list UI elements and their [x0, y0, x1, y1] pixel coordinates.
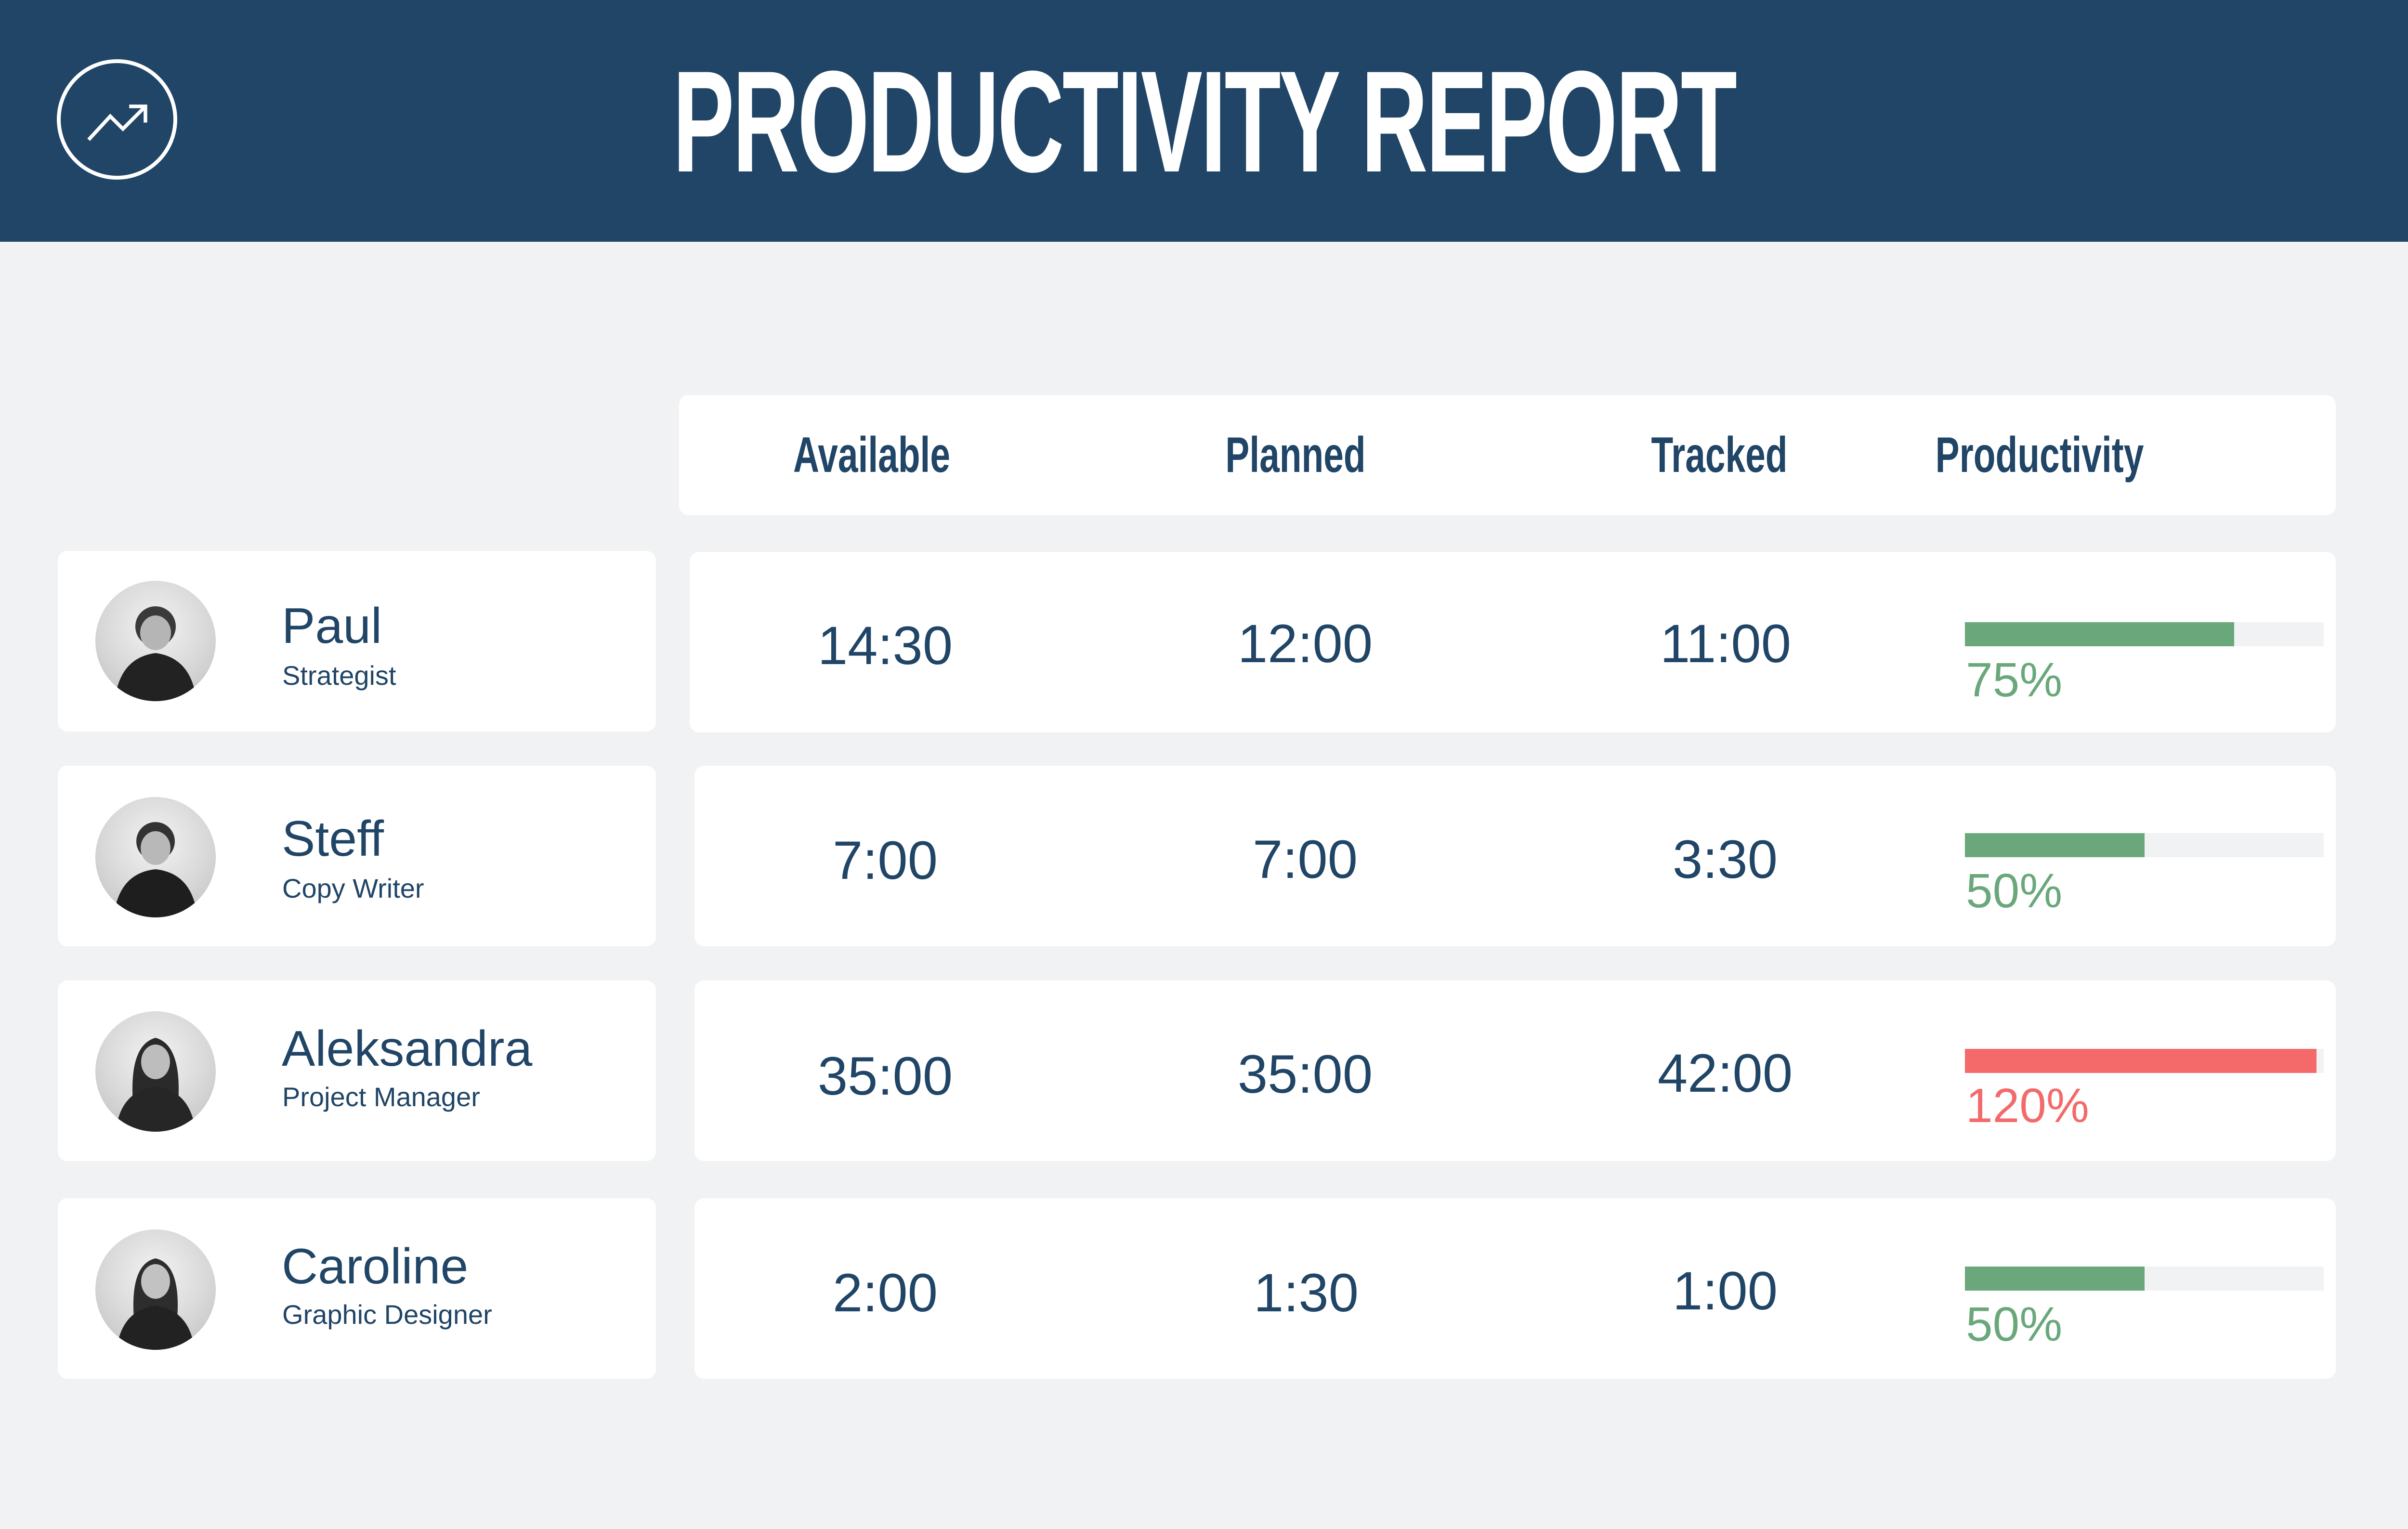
tracked-time: 1:00 — [1673, 1261, 1778, 1321]
person-name: Paul — [282, 598, 382, 654]
person-role: Strategist — [282, 660, 396, 691]
productivity-bar — [1965, 1267, 2145, 1291]
person-name: Steff — [282, 811, 384, 867]
productivity-bar-track — [1965, 622, 2324, 646]
available-time: 2:00 — [833, 1263, 938, 1323]
planned-time: 1:30 — [1254, 1263, 1359, 1323]
productivity-label: 120% — [1966, 1079, 2089, 1133]
column-header-productivity: Productivity — [1935, 427, 2144, 483]
productivity-bar — [1965, 622, 2234, 646]
tracked-time: 42:00 — [1657, 1043, 1793, 1103]
avatar — [95, 797, 216, 917]
column-header-available: Available — [793, 427, 951, 483]
avatar — [95, 581, 216, 701]
person-name: Aleksandra — [282, 1021, 533, 1077]
productivity-bar-track — [1965, 833, 2324, 857]
tracked-time: 11:00 — [1660, 614, 1791, 674]
trending-up-icon — [57, 59, 177, 180]
person-role: Copy Writer — [282, 873, 424, 903]
avatar — [95, 1229, 216, 1350]
column-header-tracked: Tracked — [1651, 427, 1788, 483]
available-time: 35:00 — [817, 1046, 953, 1106]
person-role: Graphic Designer — [282, 1299, 492, 1330]
tracked-time: 3:30 — [1673, 829, 1778, 889]
planned-time: 12:00 — [1237, 614, 1373, 674]
productivity-bar — [1965, 1049, 2316, 1073]
avatar — [95, 1011, 216, 1132]
productivity-label: 50% — [1966, 1297, 2063, 1351]
available-time: 7:00 — [833, 830, 938, 890]
person-role: Project Manager — [282, 1082, 480, 1112]
productivity-bar — [1965, 833, 2145, 857]
productivity-label: 50% — [1966, 864, 2063, 918]
productivity-bar-track — [1965, 1267, 2324, 1291]
productivity-label: 75% — [1966, 653, 2063, 707]
report-header: PRODUCTIVITY REPORT — [0, 0, 2408, 242]
planned-time: 35:00 — [1237, 1044, 1373, 1104]
column-header-bar — [679, 395, 2336, 515]
column-header-planned: Planned — [1225, 427, 1366, 483]
page-title: PRODUCTIVITY REPORT — [672, 40, 1737, 202]
planned-time: 7:00 — [1253, 829, 1358, 889]
available-time: 14:30 — [817, 615, 953, 676]
productivity-bar-track — [1965, 1049, 2324, 1073]
person-name: Caroline — [282, 1239, 469, 1294]
